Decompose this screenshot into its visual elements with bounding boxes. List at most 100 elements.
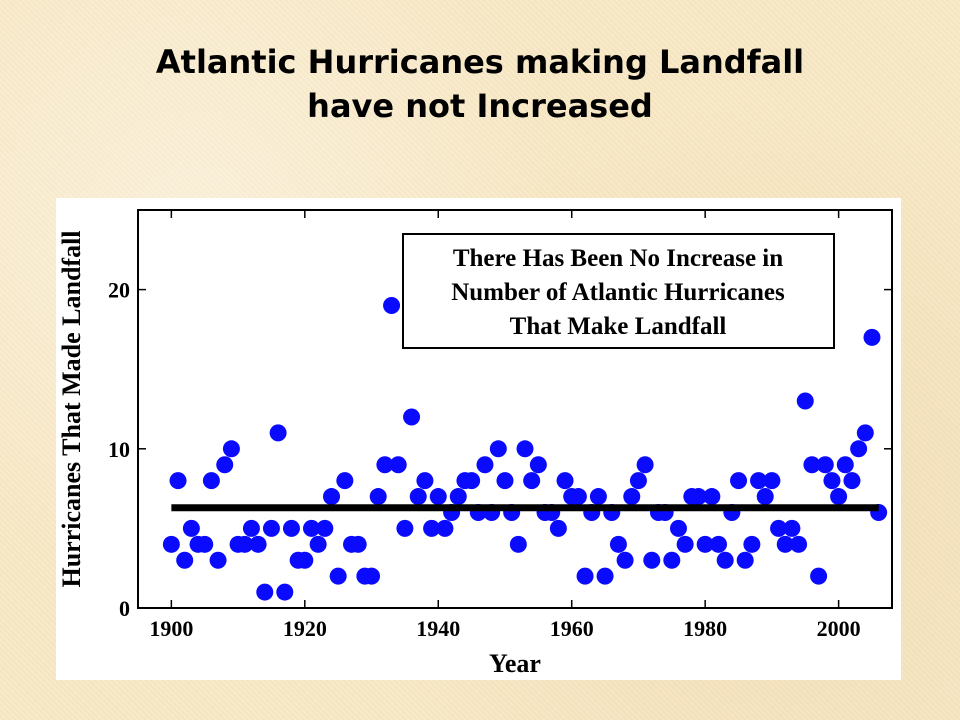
- data-point: [309, 535, 327, 553]
- data-point: [269, 424, 287, 442]
- data-point: [629, 472, 647, 490]
- data-point: [576, 567, 594, 585]
- data-point: [162, 535, 180, 553]
- y-tick-label: 20: [108, 278, 130, 303]
- data-point: [843, 472, 861, 490]
- data-point: [196, 535, 214, 553]
- chart-panel: 0 10 20 1900 1920 1940 1960 1980 2000 Hurricane…: [56, 198, 901, 680]
- data-point: [282, 519, 300, 537]
- data-point: [302, 519, 320, 537]
- data-point: [756, 488, 774, 506]
- data-point: [496, 472, 514, 490]
- data-point: [716, 551, 734, 569]
- data-point: [830, 488, 848, 506]
- y-tick-label: 0: [119, 596, 130, 621]
- x-tick-label: 1940: [416, 616, 460, 641]
- data-point: [703, 488, 721, 506]
- data-point: [429, 488, 447, 506]
- data-point: [856, 424, 874, 442]
- slide-title-line-1: Atlantic Hurricanes making Landfall: [155, 43, 805, 81]
- data-point: [209, 551, 227, 569]
- data-point: [676, 535, 694, 553]
- data-point: [222, 440, 240, 458]
- data-point: [689, 488, 707, 506]
- data-point: [262, 519, 280, 537]
- data-point: [403, 408, 421, 426]
- data-point: [463, 472, 481, 490]
- x-tick-label: 1920: [283, 616, 327, 641]
- y-tick-label: 10: [108, 437, 130, 462]
- data-point: [336, 472, 354, 490]
- annotation-line-2: Number of Atlantic Hurricanes: [451, 279, 785, 306]
- data-point: [296, 551, 314, 569]
- x-axis-label: Year: [489, 649, 541, 678]
- data-point: [790, 535, 808, 553]
- data-point: [556, 472, 574, 490]
- slide-title-line-2: have not Increased: [307, 87, 653, 125]
- data-point: [663, 551, 681, 569]
- data-point: [323, 488, 341, 506]
- data-point: [750, 472, 768, 490]
- data-point: [569, 488, 587, 506]
- data-point: [596, 567, 614, 585]
- data-point: [669, 519, 687, 537]
- data-point: [763, 472, 781, 490]
- data-point: [363, 567, 381, 585]
- data-point: [423, 519, 441, 537]
- data-point: [242, 519, 260, 537]
- data-point: [436, 519, 454, 537]
- data-point: [523, 472, 541, 490]
- data-point: [316, 519, 334, 537]
- annotation-box: There Has Been No Increase in Number of …: [402, 233, 835, 349]
- data-point: [816, 456, 834, 474]
- x-tick-label: 1900: [149, 616, 193, 641]
- data-point: [643, 551, 661, 569]
- x-tick-label: 2000: [817, 616, 861, 641]
- data-point: [236, 535, 254, 553]
- data-point: [476, 456, 494, 474]
- data-point: [770, 519, 788, 537]
- plot-frame: [137, 209, 893, 609]
- data-point: [416, 472, 434, 490]
- data-point: [850, 440, 868, 458]
- data-point: [489, 440, 507, 458]
- data-point: [529, 456, 547, 474]
- data-point: [810, 567, 828, 585]
- data-point: [349, 535, 367, 553]
- data-point: [383, 297, 401, 315]
- data-point: [616, 551, 634, 569]
- data-point: [743, 535, 761, 553]
- annotation-line-1: There Has Been No Increase in: [453, 245, 783, 272]
- data-point: [369, 488, 387, 506]
- data-point: [329, 567, 347, 585]
- data-point: [823, 472, 841, 490]
- data-point: [516, 440, 534, 458]
- data-point: [549, 519, 567, 537]
- y-axis-ticks: 0 10 20: [108, 278, 892, 621]
- data-point: [796, 392, 814, 410]
- x-tick-label: 1980: [683, 616, 727, 641]
- data-point: [396, 519, 414, 537]
- data-point: [863, 328, 881, 346]
- data-point: [696, 535, 714, 553]
- data-point: [589, 488, 607, 506]
- data-point: [509, 535, 527, 553]
- data-point: [710, 535, 728, 553]
- x-axis-ticks: 1900 1920 1940 1960 1980 2000: [149, 210, 861, 641]
- data-point: [783, 519, 801, 537]
- data-point: [176, 551, 194, 569]
- landfall-scatter-chart: 0 10 20 1900 1920 1940 1960 1980 2000 Hurricane…: [57, 209, 893, 678]
- data-point: [449, 488, 467, 506]
- data-point: [389, 456, 407, 474]
- y-axis-label: Hurricanes That Made Landfall: [57, 230, 86, 587]
- data-point: [216, 456, 234, 474]
- data-point: [609, 535, 627, 553]
- slide-title: Atlantic Hurricanes making Landfall have…: [0, 40, 960, 128]
- data-point: [376, 456, 394, 474]
- data-point: [249, 535, 267, 553]
- data-point: [276, 583, 294, 601]
- data-point: [776, 535, 794, 553]
- data-point: [409, 488, 427, 506]
- data-point: [169, 472, 187, 490]
- data-point: [736, 551, 754, 569]
